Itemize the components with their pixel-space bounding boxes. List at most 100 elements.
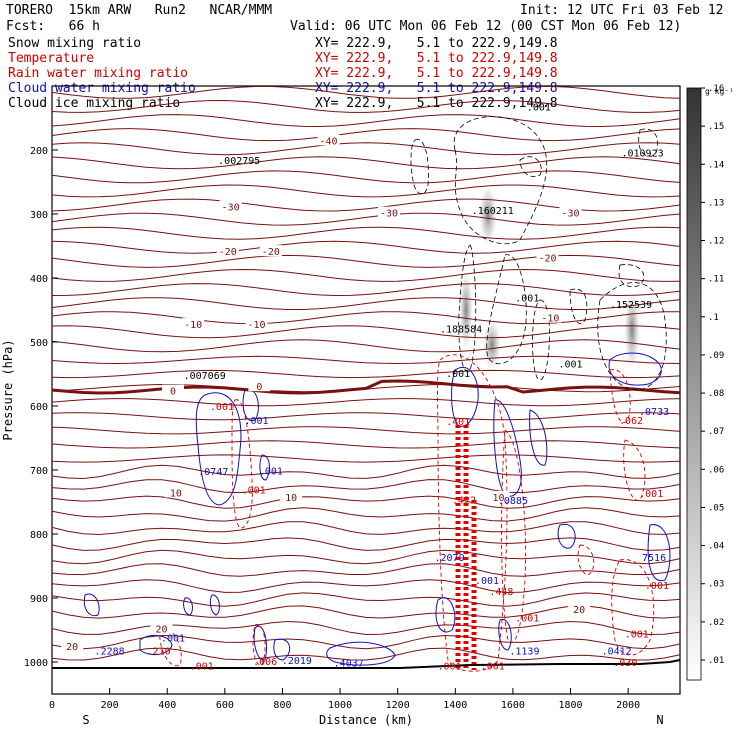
isotherm-line xyxy=(51,563,681,577)
isotherm-line xyxy=(51,647,681,661)
temperature-label-bg xyxy=(317,134,340,146)
isotherm-line xyxy=(51,579,681,594)
isotherm-line xyxy=(51,311,680,325)
temperature-label: -40 xyxy=(320,136,338,147)
cloud-water-contour-e xyxy=(493,399,522,497)
axes: 0 200 400 600 800 1000 1200 1400 1600 1800 2000200… xyxy=(24,146,640,711)
contour-annotation: .001 xyxy=(242,486,266,497)
x-tick-label: 1000 xyxy=(328,700,352,711)
isotherm-line xyxy=(51,592,681,607)
snow-contour-e xyxy=(486,254,527,365)
temperature-label: -20 xyxy=(219,247,237,258)
contour-annotation: .001 xyxy=(446,369,470,380)
temperature-label: 10 xyxy=(285,493,297,504)
y-tick-label: 700 xyxy=(30,466,48,477)
x-tick-label: 1200 xyxy=(386,700,410,711)
contour-annotation: .2079 xyxy=(434,553,464,564)
contour-annotation: .401 xyxy=(446,417,470,428)
contour-annotation: .210 xyxy=(147,646,171,657)
y-axis-title: Pressure (hPa) xyxy=(1,339,15,440)
isotherm-line xyxy=(51,142,681,156)
contour-annotation: .001 xyxy=(190,662,214,673)
contour-annotation: .2019 xyxy=(282,656,312,667)
temperature-label: -30 xyxy=(380,209,398,220)
isotherm-line xyxy=(51,369,681,379)
contour-annotation: .0733 xyxy=(639,407,669,418)
snow-contour-h xyxy=(618,264,645,288)
legend-rain: Rain water mixing ratio xyxy=(8,66,189,81)
temperature-label: -30 xyxy=(562,209,580,220)
colorbar-labels: .01 .02 .03 .04 .05 .06 .07 .08 .09 .1 .11 .12 .13 .1… xyxy=(701,84,724,666)
temperature-label: -10 xyxy=(184,320,202,331)
contour-annotation: .006 xyxy=(253,657,277,668)
isotherm-line xyxy=(51,355,681,365)
temperature-label: 10 xyxy=(492,493,504,504)
temperature-label-bg xyxy=(568,602,591,614)
colorbar-label: .04 xyxy=(708,542,724,552)
contour-annotation: .152539 xyxy=(610,300,652,311)
snow-contour-c xyxy=(519,156,542,177)
x-tick-label: 200 xyxy=(101,700,119,711)
rain-contour-d xyxy=(609,369,631,423)
x-tick-label: 1600 xyxy=(501,700,525,711)
isotherm-line xyxy=(51,156,681,170)
temperature-label-bg xyxy=(378,206,401,218)
contour-annotation: .001 xyxy=(437,662,461,673)
isotherm-line xyxy=(51,170,681,184)
isotherm-line xyxy=(51,339,681,353)
legend-cloud-water: Cloud water mixing ratio xyxy=(8,81,196,96)
cloud-water-contour-k xyxy=(83,593,100,617)
isotherm-line xyxy=(51,464,681,480)
temperature-label: -10 xyxy=(248,320,266,331)
cloud-water-contour-i xyxy=(647,524,671,582)
isotherm-line xyxy=(51,325,681,339)
temperature-label: 20 xyxy=(155,625,167,636)
cloud-water-contours xyxy=(83,352,671,666)
isotherm-line xyxy=(51,426,681,435)
colorbar-label: .03 xyxy=(708,580,724,590)
rain-contour-a xyxy=(231,399,253,529)
y-tick-label: 200 xyxy=(30,146,48,157)
cloud-water-contour-b xyxy=(242,388,259,422)
contour-annotation: .002795 xyxy=(218,156,260,167)
isotherm-line xyxy=(51,297,681,310)
cloud-water-contour-j xyxy=(435,597,456,633)
contour-annotation: .001 xyxy=(625,630,649,641)
cloud-water-contour-q xyxy=(326,641,396,666)
colorbar-label: .07 xyxy=(708,427,724,437)
contour-annotation: .0747 xyxy=(198,467,228,478)
rain-contour-i xyxy=(252,624,266,666)
temperature-label-bg xyxy=(539,311,562,323)
snow-contour-j xyxy=(638,128,659,157)
legend-cloud-ice-xy: XY= 222.9, 5.1 to 222.9,149.8 xyxy=(315,96,558,111)
temperature-label-bg xyxy=(487,490,510,502)
contour-annotation: .4037 xyxy=(334,658,364,669)
x-tick-label: 600 xyxy=(216,700,234,711)
contour-annotation: .001 xyxy=(259,466,283,477)
freezing-level-line xyxy=(51,379,681,395)
colorbar-label: .09 xyxy=(708,351,724,361)
colorbar xyxy=(686,87,702,681)
rain-contour-g xyxy=(611,559,655,656)
temperature-label: 0 xyxy=(170,387,176,398)
rain-water-contours xyxy=(159,354,655,672)
temperature-labels: -40 -30 -30 -30 -20 -20 -20 -10 -10 -10 0 0 10 10 10 20… xyxy=(61,134,591,653)
isotherm-line xyxy=(51,398,681,407)
temperature-label: 10 xyxy=(170,488,182,499)
forecast-hour: Fcst: 66 h xyxy=(6,19,100,34)
cloud-water-contour-c xyxy=(259,454,270,481)
temperature-label: 20 xyxy=(573,605,585,616)
y-tick-label: 800 xyxy=(30,530,48,541)
init-time: Init: 12 UTC Fri 03 Feb 12 xyxy=(520,3,724,18)
contour-annotation: .001 xyxy=(515,294,539,305)
snow-contour-d xyxy=(458,244,477,372)
y-tick-label: 300 xyxy=(30,210,48,221)
temperature-label-bg xyxy=(216,245,239,257)
colorbar-label: .01 xyxy=(708,656,724,666)
plume-lower xyxy=(483,320,501,370)
contour-annotation: .0412 xyxy=(602,646,632,657)
snow-contour-g xyxy=(597,282,667,391)
cloud-water-contour-d xyxy=(451,367,479,427)
rain-contour-c xyxy=(501,429,527,643)
